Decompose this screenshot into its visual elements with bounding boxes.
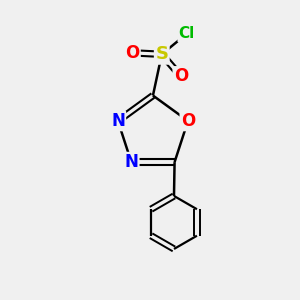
- Text: S: S: [155, 45, 168, 63]
- Text: O: O: [125, 44, 140, 62]
- Text: Cl: Cl: [179, 26, 195, 41]
- Text: O: O: [181, 112, 195, 130]
- Text: N: N: [124, 153, 138, 171]
- Text: O: O: [174, 68, 188, 85]
- Text: N: N: [111, 112, 125, 130]
